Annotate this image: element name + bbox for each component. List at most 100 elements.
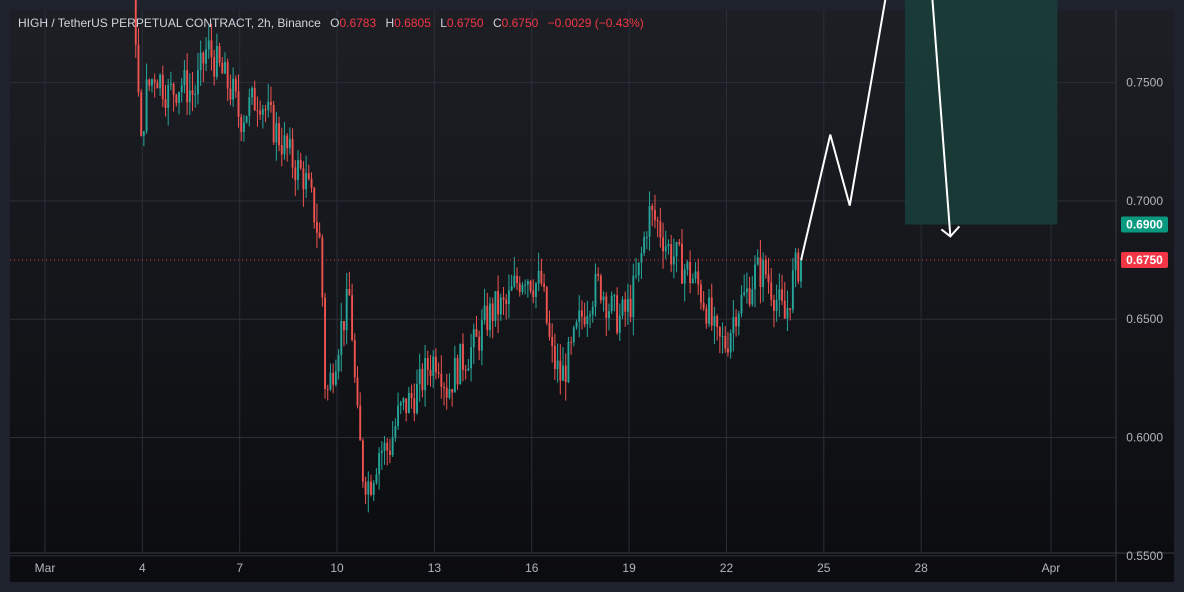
take-profit-zone[interactable] — [904, 0, 1058, 225]
candle-body — [459, 343, 462, 385]
candle-body — [626, 298, 629, 312]
candle-body — [199, 52, 202, 71]
candle-body — [764, 259, 767, 275]
candle-body — [751, 289, 754, 305]
candle-body — [497, 291, 500, 315]
candle-body — [272, 104, 275, 143]
candle-body — [218, 46, 221, 63]
candle-body — [453, 358, 456, 393]
candle-body — [551, 336, 554, 347]
candle-body — [608, 311, 610, 319]
candle-body — [735, 317, 738, 327]
candle-body — [364, 481, 367, 495]
candle-body — [489, 303, 491, 331]
candle-body — [710, 297, 713, 326]
candle-body — [399, 402, 402, 406]
candle-body — [375, 474, 378, 483]
candle-body — [353, 340, 356, 378]
candle-body — [535, 283, 537, 297]
candle-body — [654, 209, 656, 221]
candle-body — [202, 52, 205, 64]
candle-body — [305, 173, 308, 190]
candle-body — [762, 259, 765, 287]
candle-body — [256, 110, 259, 112]
symbol-title: HIGH / TetherUS PERPETUAL CONTRACT, 2h, … — [18, 16, 321, 30]
candle-body — [524, 284, 527, 286]
x-tick-label: 28 — [914, 561, 928, 575]
candle-body — [518, 283, 521, 292]
candle-body — [772, 299, 775, 311]
candle-body — [275, 123, 278, 143]
candle-body — [426, 357, 429, 371]
candle-body — [407, 392, 410, 413]
candle-body — [529, 281, 532, 291]
candle-body — [380, 450, 383, 454]
candle-body — [686, 262, 689, 270]
candle-body — [545, 287, 548, 324]
candle-body — [470, 347, 473, 369]
candle-body — [702, 302, 705, 309]
candle-body — [556, 360, 559, 370]
candle-body — [397, 405, 400, 427]
candle-body — [510, 286, 513, 291]
candle-body — [270, 101, 272, 105]
candle-body — [137, 44, 140, 93]
candle-body — [697, 271, 700, 285]
candle-body — [440, 373, 443, 387]
candle-body — [570, 341, 573, 343]
candle-body — [451, 389, 454, 393]
candle-body — [718, 327, 721, 337]
candle-body — [662, 237, 665, 252]
candle-body — [621, 299, 624, 316]
candle-body — [134, 0, 137, 45]
candle-body — [727, 348, 729, 353]
close-label: C — [492, 16, 502, 30]
candle-body — [370, 481, 372, 495]
candle-body — [151, 79, 153, 86]
candle-body — [448, 389, 451, 398]
projection-path[interactable] — [800, 0, 952, 261]
candle-body — [637, 262, 640, 276]
candle-body — [186, 70, 189, 103]
candle-body — [161, 74, 164, 100]
candle-body — [410, 392, 413, 399]
candle-body — [748, 288, 751, 305]
candle-body — [651, 206, 654, 210]
candle-body — [789, 308, 792, 310]
candle-body — [383, 442, 386, 451]
candle-body — [221, 62, 224, 74]
candle-body — [664, 246, 667, 252]
candle-body — [264, 109, 267, 111]
candle-body — [291, 138, 294, 168]
candle-body — [259, 110, 262, 115]
candle-body — [729, 333, 732, 353]
candle-body — [800, 259, 802, 282]
candle-body — [559, 360, 562, 381]
candle-body — [767, 274, 770, 283]
x-tick-label: 4 — [139, 561, 146, 575]
x-tick-label: Mar — [35, 561, 56, 575]
candle-body — [226, 62, 229, 89]
x-tick-label: 16 — [525, 561, 539, 575]
candle-body — [434, 356, 437, 373]
candle-body — [591, 306, 594, 315]
candle-body — [691, 278, 694, 283]
candle-body — [359, 405, 362, 441]
candle-body — [456, 358, 459, 385]
candle-body — [278, 123, 281, 146]
candle-body — [467, 368, 470, 371]
candle-body — [643, 237, 646, 254]
projection-arrowhead — [940, 225, 961, 238]
candle-body — [672, 256, 675, 265]
candle-body — [586, 316, 589, 325]
candle-body — [472, 329, 475, 348]
candle-body — [562, 365, 564, 381]
candle-body — [169, 83, 172, 86]
candle-body — [537, 270, 540, 284]
price-badge-label: 0.6750 — [1126, 253, 1163, 267]
candle-body — [326, 388, 329, 390]
candle-body — [602, 296, 605, 301]
candle-body — [297, 160, 299, 181]
candle-body — [280, 145, 283, 155]
